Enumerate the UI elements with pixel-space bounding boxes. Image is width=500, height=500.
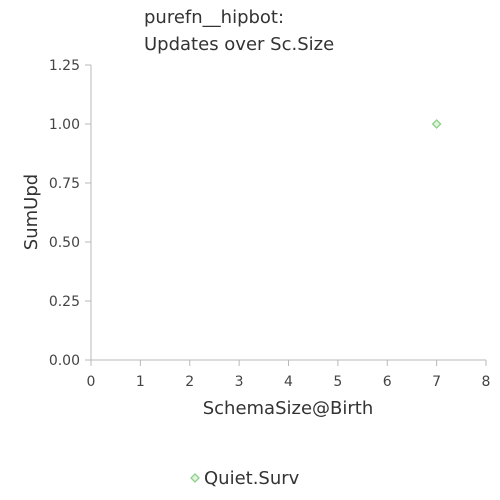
x-tick-labels: 0 1 2 3 4 5 6 7 8 xyxy=(87,360,491,390)
legend[interactable]: Quiet.Surv xyxy=(190,468,300,489)
x-tick-label: 1 xyxy=(136,374,145,390)
x-tick-label: 2 xyxy=(185,374,194,390)
x-tick-label: 3 xyxy=(235,374,244,390)
data-point[interactable] xyxy=(431,119,442,129)
axes xyxy=(90,65,486,361)
legend-label: Quiet.Surv xyxy=(204,468,300,489)
y-tick-label: 0.75 xyxy=(49,176,80,192)
chart-title: purefn__hipbot: Updates over Sc.Size xyxy=(144,7,334,55)
legend-marker-diamond xyxy=(190,473,200,483)
x-tick-label: 7 xyxy=(432,374,441,390)
data-points xyxy=(431,119,442,129)
x-tick-label: 0 xyxy=(87,374,96,390)
x-tick-label: 5 xyxy=(333,374,342,390)
y-tick-label: 1.00 xyxy=(49,117,80,133)
x-tick-label: 8 xyxy=(482,374,491,390)
y-axis-label: SumUpd xyxy=(21,174,42,250)
title-line-2: Updates over Sc.Size xyxy=(144,34,334,55)
y-tick-labels: 0.00 0.25 0.50 0.75 1.00 1.25 xyxy=(49,58,91,369)
x-tick-label: 6 xyxy=(383,374,392,390)
y-tick-label: 0.00 xyxy=(49,353,80,369)
y-tick-label: 0.50 xyxy=(49,235,80,251)
title-line-1: purefn__hipbot: xyxy=(144,7,284,28)
y-tick-label: 1.25 xyxy=(49,58,80,74)
x-tick-label: 4 xyxy=(284,374,293,390)
x-axis-label: SchemaSize@Birth xyxy=(203,398,374,419)
y-tick-label: 0.25 xyxy=(49,294,80,310)
